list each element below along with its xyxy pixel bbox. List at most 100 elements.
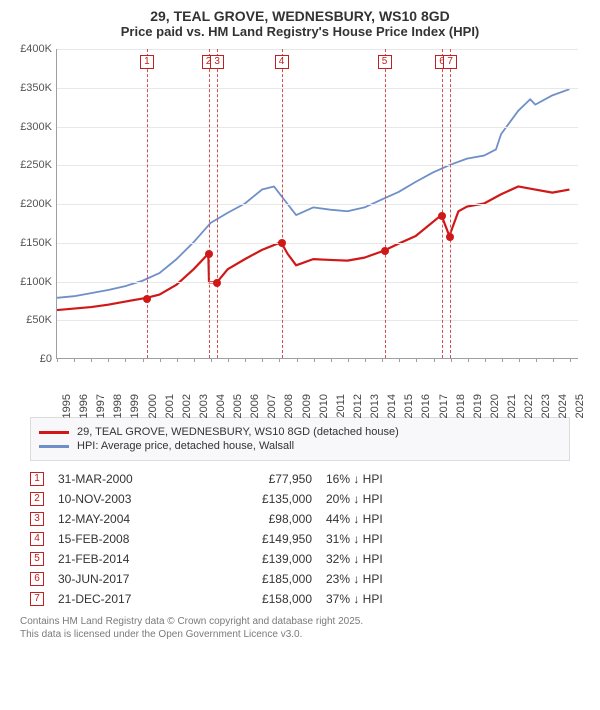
sale-marker-badge: 4 — [275, 55, 289, 69]
xtick-label: 2010 — [318, 394, 330, 418]
xtick-label: 2014 — [386, 394, 398, 418]
transaction-index: 1 — [30, 472, 44, 486]
xtick — [297, 358, 298, 362]
title-subtitle: Price paid vs. HM Land Registry's House … — [10, 24, 590, 39]
gridline-h — [57, 49, 578, 50]
gridline-h — [57, 204, 578, 205]
footer-line-2: This data is licensed under the Open Gov… — [20, 628, 580, 641]
ytick-label: £50K — [26, 314, 52, 326]
transaction-index: 3 — [30, 512, 44, 526]
xtick — [519, 358, 520, 362]
xtick-label: 2001 — [164, 394, 176, 418]
xtick — [502, 358, 503, 362]
transaction-index: 2 — [30, 492, 44, 506]
xtick-label: 2007 — [266, 394, 278, 418]
xtick — [399, 358, 400, 362]
xtick-label: 1997 — [95, 394, 107, 418]
xtick-label: 2019 — [472, 394, 484, 418]
xtick-label: 2017 — [438, 394, 450, 418]
xtick — [536, 358, 537, 362]
footer-line-1: Contains HM Land Registry data © Crown c… — [20, 615, 580, 628]
transaction-index: 6 — [30, 572, 44, 586]
transaction-date: 31-MAR-2000 — [58, 472, 198, 486]
xtick — [570, 358, 571, 362]
legend-row-property: 29, TEAL GROVE, WEDNESBURY, WS10 8GD (de… — [39, 426, 561, 438]
title-address: 29, TEAL GROVE, WEDNESBURY, WS10 8GD — [10, 8, 590, 24]
xtick — [553, 358, 554, 362]
legend-swatch-property — [39, 431, 69, 434]
sale-dot — [438, 212, 446, 220]
xtick — [331, 358, 332, 362]
xtick — [57, 358, 58, 362]
ytick-label: £250K — [20, 159, 52, 171]
sale-marker-line — [442, 49, 443, 358]
ytick-label: £300K — [20, 121, 52, 133]
transaction-diff: 20% ↓ HPI — [326, 492, 486, 506]
transaction-row: 210-NOV-2003£135,00020% ↓ HPI — [30, 489, 570, 509]
transaction-row: 415-FEB-2008£149,95031% ↓ HPI — [30, 529, 570, 549]
ytick-label: £150K — [20, 237, 52, 249]
transaction-date: 30-JUN-2017 — [58, 572, 198, 586]
transaction-diff: 31% ↓ HPI — [326, 532, 486, 546]
xtick-label: 2018 — [455, 394, 467, 418]
xtick — [262, 358, 263, 362]
sale-dot — [213, 279, 221, 287]
xtick — [108, 358, 109, 362]
transaction-index: 5 — [30, 552, 44, 566]
sale-marker-line — [217, 49, 218, 358]
sale-marker-line — [385, 49, 386, 358]
xtick-label: 2003 — [198, 394, 210, 418]
legend-label-property: 29, TEAL GROVE, WEDNESBURY, WS10 8GD (de… — [77, 426, 399, 438]
ytick-label: £0 — [40, 353, 52, 365]
transaction-date: 12-MAY-2004 — [58, 512, 198, 526]
xtick — [125, 358, 126, 362]
xtick — [228, 358, 229, 362]
footer: Contains HM Land Registry data © Crown c… — [20, 615, 580, 641]
transaction-date: 21-DEC-2017 — [58, 592, 198, 606]
xtick-label: 2022 — [523, 394, 535, 418]
xtick — [468, 358, 469, 362]
xtick — [245, 358, 246, 362]
sale-dot — [381, 247, 389, 255]
xtick-label: 2008 — [283, 394, 295, 418]
ytick-label: £400K — [20, 43, 52, 55]
legend-row-hpi: HPI: Average price, detached house, Wals… — [39, 440, 561, 452]
transaction-date: 15-FEB-2008 — [58, 532, 198, 546]
xtick-label: 2025 — [574, 394, 586, 418]
series-hpi-line — [57, 89, 569, 298]
xtick — [485, 358, 486, 362]
xtick — [279, 358, 280, 362]
xtick — [160, 358, 161, 362]
sale-dot — [278, 239, 286, 247]
transaction-price: £135,000 — [212, 492, 312, 506]
transaction-price: £185,000 — [212, 572, 312, 586]
transaction-index: 4 — [30, 532, 44, 546]
transaction-diff: 44% ↓ HPI — [326, 512, 486, 526]
sale-marker-line — [209, 49, 210, 358]
xtick — [177, 358, 178, 362]
transaction-diff: 32% ↓ HPI — [326, 552, 486, 566]
xtick-label: 2016 — [420, 394, 432, 418]
xtick-label: 2005 — [232, 394, 244, 418]
sale-marker-line — [282, 49, 283, 358]
legend-label-hpi: HPI: Average price, detached house, Wals… — [77, 440, 294, 452]
sale-marker-line — [147, 49, 148, 358]
xtick-label: 2013 — [369, 394, 381, 418]
sale-marker-badge: 3 — [210, 55, 224, 69]
xtick — [365, 358, 366, 362]
xtick-label: 2023 — [540, 394, 552, 418]
ytick-label: £100K — [20, 276, 52, 288]
xtick-label: 2011 — [335, 394, 347, 418]
gridline-h — [57, 282, 578, 283]
xtick-label: 2006 — [249, 394, 261, 418]
xtick — [434, 358, 435, 362]
xtick — [416, 358, 417, 362]
sale-dot — [205, 250, 213, 258]
xtick-label: 2021 — [506, 394, 518, 418]
transactions-table: 131-MAR-2000£77,95016% ↓ HPI210-NOV-2003… — [30, 469, 570, 609]
gridline-h — [57, 243, 578, 244]
xtick — [74, 358, 75, 362]
xtick-label: 2012 — [352, 394, 364, 418]
transaction-index: 7 — [30, 592, 44, 606]
gridline-h — [57, 320, 578, 321]
